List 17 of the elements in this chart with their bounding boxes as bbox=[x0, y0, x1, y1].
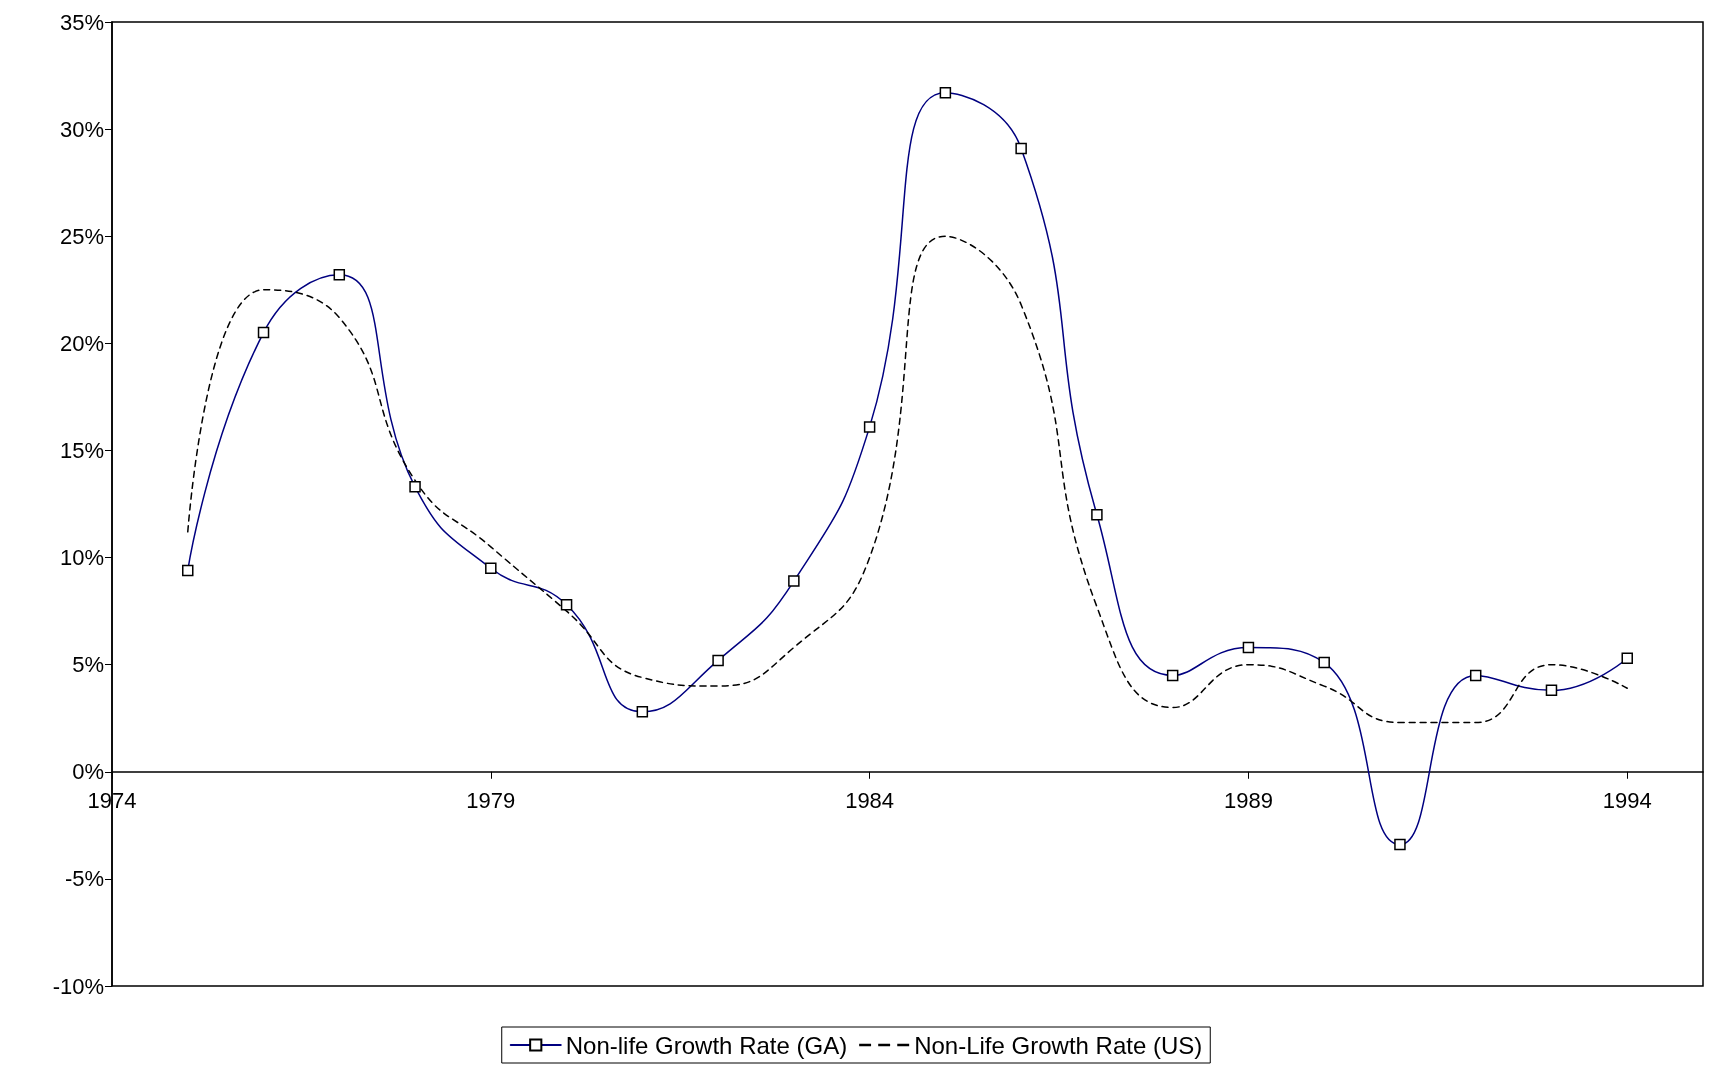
y-tick-label: 10% bbox=[59, 545, 104, 571]
line-series bbox=[187, 235, 1628, 724]
y-tick-label: 5% bbox=[72, 652, 104, 678]
x-tick-label: 1979 bbox=[466, 788, 516, 814]
legend-label: Non-life Growth Rate (GA) bbox=[565, 1031, 848, 1059]
y-tick-label: 30% bbox=[59, 116, 104, 142]
y-tick-label: 15% bbox=[59, 437, 104, 463]
legend-label: Non-Life Growth Rate (US) bbox=[914, 1031, 1203, 1059]
x-tick-label: 1989 bbox=[1223, 788, 1273, 814]
y-tick-label: 0% bbox=[72, 759, 104, 785]
y-tick-label: -10% bbox=[52, 973, 104, 999]
x-tick-label: 1984 bbox=[845, 788, 895, 814]
x-tick-label: 1994 bbox=[1602, 788, 1652, 814]
y-tick-label: 20% bbox=[59, 330, 104, 356]
y-tick-label: 35% bbox=[59, 9, 104, 35]
y-tick-label: 25% bbox=[59, 223, 104, 249]
y-tick-label: -5% bbox=[64, 866, 104, 892]
